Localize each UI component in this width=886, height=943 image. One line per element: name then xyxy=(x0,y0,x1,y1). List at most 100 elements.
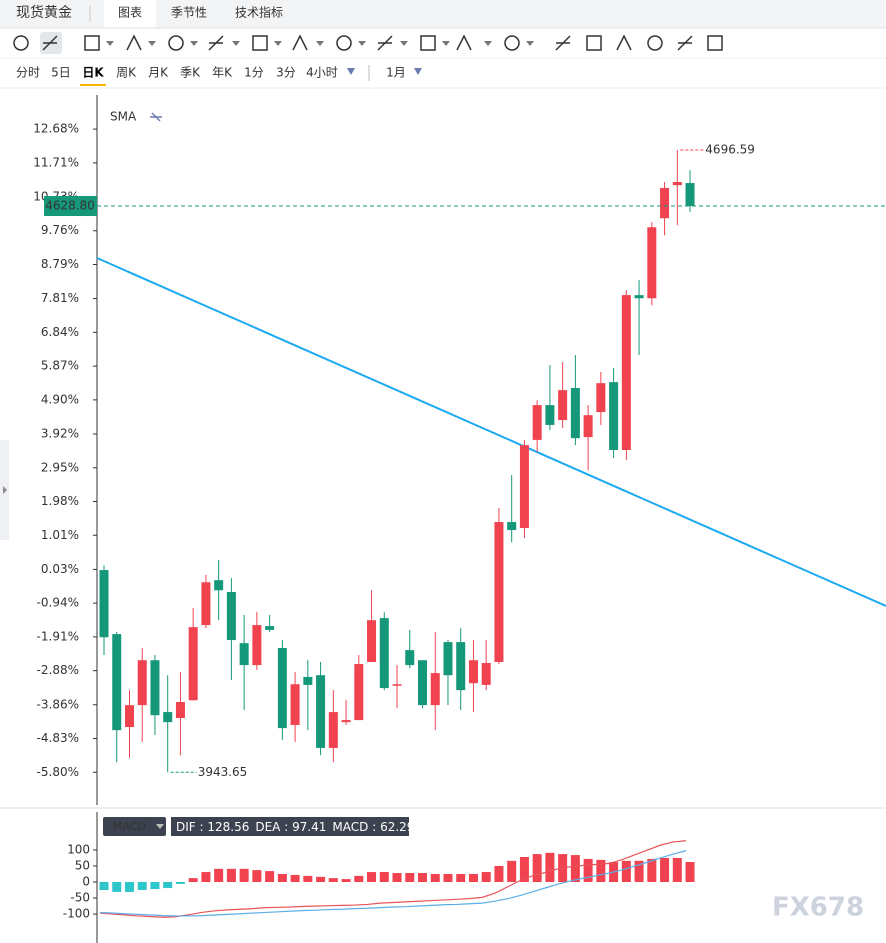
separator: : xyxy=(368,820,380,834)
candle-body xyxy=(570,388,580,439)
tool-icon[interactable] xyxy=(377,35,393,51)
candle-body xyxy=(507,522,517,531)
tool-icon[interactable] xyxy=(13,35,29,51)
candle-body xyxy=(634,295,644,299)
macd-info-name: DIF xyxy=(176,820,196,834)
y-tick-label: 2.95% xyxy=(41,460,79,474)
macd-bar xyxy=(239,868,249,882)
candle-body xyxy=(124,705,134,728)
timeframe[interactable]: 分时 xyxy=(16,66,40,80)
symbol-title: 现货黄金 xyxy=(16,4,72,21)
macd-button-label[interactable]: MACD xyxy=(113,820,146,833)
macd-bar xyxy=(226,868,236,882)
macd-line xyxy=(99,850,687,917)
tool-icon[interactable] xyxy=(42,35,58,51)
macd-bar xyxy=(290,874,300,882)
side-handle-arrow xyxy=(3,486,7,494)
y-tick-label: -1.91% xyxy=(37,629,79,643)
tool-icon[interactable] xyxy=(647,35,663,51)
drawing-toolbar xyxy=(13,32,723,54)
tool-icon[interactable] xyxy=(336,35,352,51)
candle-body xyxy=(316,675,326,748)
candle-body xyxy=(583,415,593,438)
macd-info-bg xyxy=(171,817,409,836)
y-tick-label: 5.87% xyxy=(41,359,79,373)
timeframe[interactable]: 5日 xyxy=(51,66,71,80)
y-tick-label: 1.01% xyxy=(41,528,79,542)
tool-icon[interactable] xyxy=(586,35,602,51)
timeframe[interactable]: 1分 xyxy=(244,66,264,80)
macd-bar xyxy=(201,872,211,882)
dropdown-arrow xyxy=(274,41,282,46)
tool-icon[interactable] xyxy=(208,35,224,51)
macd-bar xyxy=(519,856,529,882)
tool-icon[interactable] xyxy=(456,34,472,51)
macd-bar xyxy=(175,881,185,884)
candle-body xyxy=(481,663,491,685)
dropdown-arrow xyxy=(400,41,408,46)
candle-body xyxy=(596,383,606,413)
y-tick-label: 6.84% xyxy=(41,325,79,339)
candle-body xyxy=(405,650,415,666)
low-label: 3943.65 xyxy=(198,765,248,779)
dropdown-arrow xyxy=(190,41,198,46)
indicator-label[interactable]: SMA xyxy=(110,110,137,124)
tool-icon[interactable] xyxy=(292,34,308,51)
tool-icon[interactable] xyxy=(84,35,100,51)
macd-bar xyxy=(532,854,542,882)
candle-body xyxy=(341,720,351,723)
tool-icon[interactable] xyxy=(126,34,142,51)
tool-icon[interactable] xyxy=(504,35,520,51)
tool-icon[interactable] xyxy=(168,35,184,51)
tool-icon[interactable] xyxy=(707,35,723,51)
macd-pane: 100 50 0 -50 -100 MACD DIF : 128.56 DEA : 97.41… xyxy=(63,820,695,921)
dropdown-arrow xyxy=(316,41,324,46)
macd-info-value: 62.29 xyxy=(380,820,414,834)
macd-bar xyxy=(150,881,160,890)
tab[interactable]: 季节性 xyxy=(171,6,207,20)
interval[interactable]: 1月 xyxy=(386,66,406,80)
tab[interactable]: 图表 xyxy=(118,6,142,20)
y-tick-label: 1.98% xyxy=(41,494,79,508)
macd-bar xyxy=(316,876,326,882)
timeframe[interactable]: 季K xyxy=(180,66,201,80)
timeframe[interactable]: 月K xyxy=(148,66,169,80)
macd-bar xyxy=(392,873,402,882)
candle-body xyxy=(379,618,389,689)
macd-button[interactable] xyxy=(103,817,166,836)
timeframe[interactable]: 周K xyxy=(116,66,137,80)
macd-bar xyxy=(481,872,491,882)
tool-icon[interactable] xyxy=(252,35,268,51)
y-tick-label: 7.81% xyxy=(41,291,79,305)
timeframe[interactable]: 3分 xyxy=(276,66,296,80)
timeframe[interactable]: 年K xyxy=(212,66,233,80)
dropdown-arrow xyxy=(106,41,114,46)
macd-bar xyxy=(430,873,440,882)
trend-line[interactable] xyxy=(96,257,886,607)
candle-body xyxy=(252,625,262,666)
candle-body xyxy=(226,592,236,641)
y-tick-label: 0 xyxy=(82,874,90,888)
candle-body xyxy=(558,390,568,421)
macd-bar xyxy=(303,875,313,882)
macd-info-value: 128.56 xyxy=(207,820,249,834)
tool-icon[interactable] xyxy=(420,35,436,51)
tab[interactable]: 技术指标 xyxy=(235,5,283,20)
visibility-icon[interactable] xyxy=(150,112,162,122)
candle-body xyxy=(621,295,631,450)
macd-bar xyxy=(418,873,427,882)
separator: : xyxy=(280,820,292,834)
macd-info-value: 97.41 xyxy=(292,820,326,834)
tool-icon[interactable] xyxy=(616,34,632,51)
timeframe[interactable]: 日K xyxy=(82,66,104,80)
candle-body xyxy=(265,626,275,630)
tool-icon[interactable] xyxy=(555,35,571,51)
macd-bar xyxy=(379,872,389,882)
candle-body xyxy=(418,660,427,706)
y-tick-label: -5.80% xyxy=(37,765,79,779)
y-tick-label: 0.03% xyxy=(41,562,79,576)
candle-body xyxy=(660,187,670,219)
tool-icon[interactable] xyxy=(677,35,693,51)
timeframe[interactable]: 4小时 xyxy=(306,66,338,80)
candle-body xyxy=(188,627,198,701)
